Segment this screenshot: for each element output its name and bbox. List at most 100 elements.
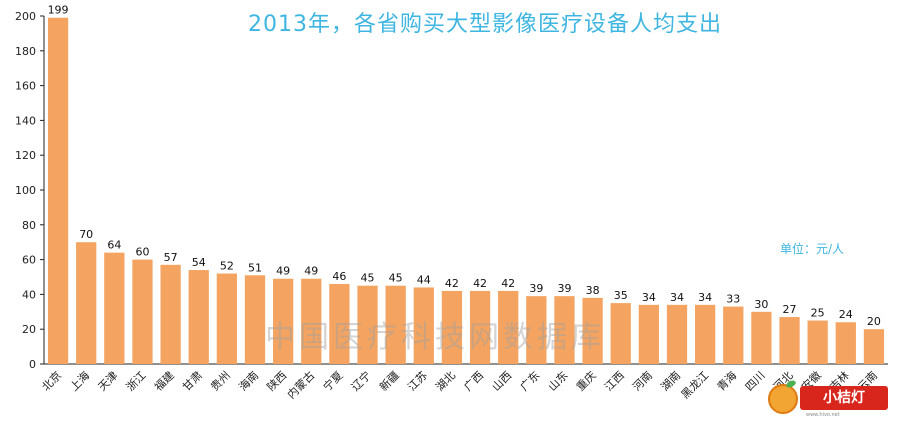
category-label: 辽宁: [348, 368, 373, 393]
bar: [723, 306, 744, 364]
data-label: 45: [389, 272, 403, 285]
bar: [695, 304, 716, 364]
category-label: 陕西: [264, 368, 289, 393]
unit-label: 单位：元/人: [780, 242, 845, 256]
bar: [835, 322, 856, 364]
bar: [47, 17, 69, 365]
data-label: 51: [248, 261, 262, 274]
y-tick-label: 140: [15, 114, 36, 127]
category-label: 上海: [67, 368, 92, 393]
category-label: 内蒙古: [284, 368, 317, 401]
bar: [301, 278, 322, 364]
data-label: 34: [698, 291, 712, 304]
data-label: 42: [445, 277, 459, 290]
logo-url: www.hivo.net: [806, 412, 840, 418]
category-label: 重庆: [573, 368, 598, 393]
y-tick-label: 160: [15, 80, 36, 93]
bar: [863, 329, 885, 364]
category-label: 江西: [602, 369, 627, 394]
y-tick-label: 180: [15, 45, 36, 58]
category-label: 新疆: [376, 368, 401, 393]
data-label: 20: [867, 315, 881, 328]
category-label: 黑龙江: [679, 369, 712, 402]
data-label: 38: [586, 284, 600, 297]
data-label: 42: [501, 277, 515, 290]
bar: [104, 252, 125, 364]
category-label: 山东: [546, 369, 571, 394]
bar: [441, 290, 463, 364]
data-label: 54: [192, 256, 206, 269]
bar: [357, 285, 378, 364]
bar: [188, 270, 209, 364]
data-label: 52: [220, 260, 234, 273]
category-label: 浙江: [124, 369, 149, 394]
bar: [751, 311, 772, 364]
data-label: 39: [529, 282, 543, 295]
bar: [807, 320, 828, 364]
y-tick-label: 40: [22, 288, 36, 301]
bar: [216, 273, 237, 364]
category-label: 天津: [96, 369, 121, 394]
data-label: 25: [811, 307, 825, 320]
data-label: 57: [164, 251, 178, 264]
logo: 小桔灯 www.hivo.net: [768, 379, 892, 418]
data-label: 45: [361, 272, 375, 285]
orange-icon: [768, 384, 798, 414]
data-label: 44: [417, 273, 431, 286]
data-label: 39: [557, 282, 571, 295]
bar: [244, 275, 266, 364]
bar: [554, 296, 575, 364]
watermark: 中国医疗科技网数据库: [265, 320, 605, 355]
y-tick-label: 80: [22, 219, 36, 232]
data-label: 70: [79, 228, 93, 241]
bar: [329, 283, 350, 364]
data-label: 34: [642, 291, 656, 304]
bar: [779, 317, 800, 364]
bar: [413, 287, 434, 364]
category-label: 四川: [743, 369, 768, 394]
category-label: 河南: [630, 369, 655, 394]
chart-title: 2013年，各省购买大型影像医疗设备人均支出: [248, 12, 722, 37]
category-label: 贵州: [208, 369, 233, 394]
bar: [498, 290, 519, 364]
y-tick-label: 120: [15, 149, 36, 162]
y-tick-label: 20: [22, 323, 36, 336]
data-label: 34: [670, 291, 684, 304]
data-label: 49: [304, 265, 318, 278]
category-label: 广西: [461, 369, 486, 394]
data-label: 24: [839, 308, 853, 321]
data-label: 199: [48, 4, 69, 17]
bar: [132, 259, 153, 364]
category-label: 福建: [151, 368, 176, 393]
data-label: 64: [107, 239, 121, 252]
category-label: 海南: [236, 368, 261, 393]
data-label: 30: [754, 298, 768, 311]
data-label: 49: [276, 265, 290, 278]
y-tick-label: 200: [15, 10, 36, 23]
category-label: 青海: [714, 368, 739, 393]
bar: [610, 303, 631, 364]
bar: [582, 297, 603, 364]
bar: [273, 278, 294, 364]
y-tick-label: 100: [15, 184, 36, 197]
y-tick-label: 60: [22, 254, 36, 267]
data-label: 33: [726, 293, 740, 306]
data-label: 42: [473, 277, 487, 290]
data-label: 46: [332, 270, 346, 283]
bar: [385, 285, 406, 364]
category-label: 湖南: [658, 369, 683, 394]
category-label: 江苏: [405, 369, 430, 394]
bar: [76, 242, 97, 364]
data-label: 27: [783, 303, 797, 316]
category-label: 宁夏: [320, 368, 345, 393]
logo-text: 小桔灯: [800, 386, 888, 410]
bar: [638, 304, 659, 364]
category-label: 甘肃: [180, 369, 205, 394]
bar: [666, 304, 688, 364]
data-label: 35: [614, 289, 628, 302]
bar: [526, 296, 547, 364]
category-label: 山西: [490, 369, 515, 394]
category-label: 湖北: [433, 369, 458, 394]
bar: [160, 264, 181, 364]
